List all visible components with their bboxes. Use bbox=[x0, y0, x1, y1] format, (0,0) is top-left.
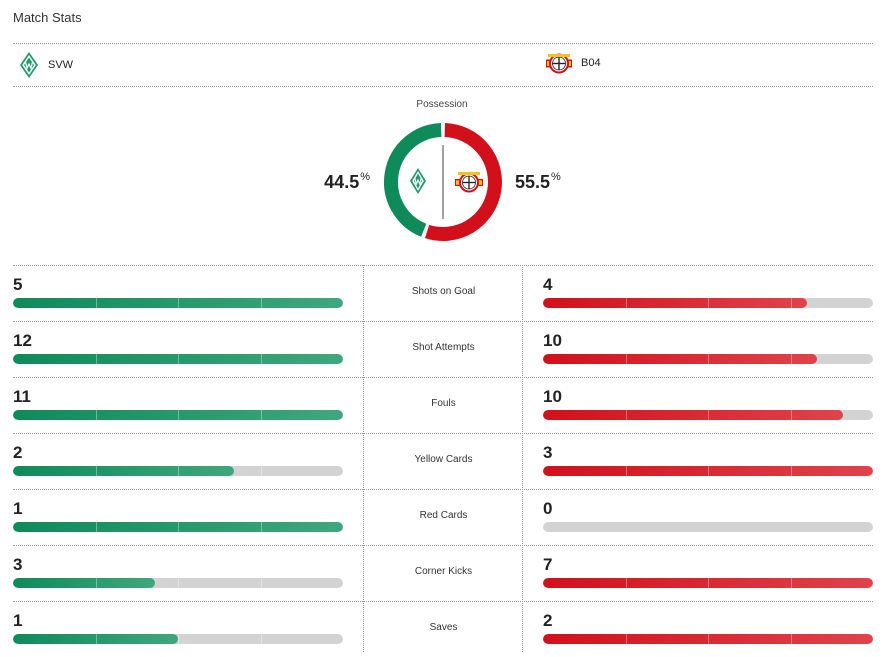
away-possession-arc bbox=[424, 123, 502, 241]
home-possession-arc bbox=[384, 123, 442, 237]
werder-bremen-crest-icon bbox=[410, 168, 426, 194]
home-team: SVW bbox=[19, 51, 73, 79]
home-stat-bar bbox=[13, 410, 343, 420]
stat-row: 1 Saves 2 bbox=[0, 601, 884, 657]
home-stat-bar-fill bbox=[13, 578, 262, 588]
home-stat-value: 2 bbox=[13, 443, 23, 462]
home-stat-bar-fill bbox=[13, 634, 262, 644]
away-stat-bar bbox=[543, 354, 873, 364]
divider bbox=[13, 377, 873, 378]
home-stat-value: 12 bbox=[13, 331, 32, 350]
stat-label: Yellow Cards bbox=[414, 454, 473, 465]
home-stat-bar bbox=[13, 298, 343, 308]
away-stat-value: 3 bbox=[543, 443, 553, 462]
away-stat-bar-fill bbox=[543, 634, 873, 644]
away-possession-value: 55.5% bbox=[515, 171, 561, 192]
stat-row: 3 Corner Kicks 7 bbox=[0, 545, 884, 601]
home-stat-bar-fill bbox=[13, 410, 343, 420]
stat-label: Red Cards bbox=[419, 510, 468, 521]
away-stat-bar bbox=[543, 578, 873, 588]
away-stat-value: 2 bbox=[543, 611, 553, 630]
stat-label: Corner Kicks bbox=[414, 566, 473, 577]
werder-bremen-crest-icon bbox=[20, 52, 38, 78]
away-stat-bar bbox=[543, 466, 873, 476]
away-stat-bar bbox=[543, 410, 873, 420]
page-title: Match Stats bbox=[13, 10, 82, 25]
home-stat-bar-fill bbox=[13, 298, 343, 308]
stat-row: 1 Red Cards 0 bbox=[0, 489, 884, 545]
divider bbox=[13, 489, 873, 490]
away-stat-value: 10 bbox=[543, 387, 562, 406]
stat-row: 12 Shot Attempts 10 bbox=[0, 321, 884, 377]
column-divider bbox=[363, 265, 364, 652]
home-team-abbr: SVW bbox=[48, 59, 74, 71]
home-stat-value: 5 bbox=[13, 275, 23, 294]
away-team-abbr: B04 bbox=[581, 57, 601, 69]
bayer-leverkusen-crest-icon bbox=[455, 172, 483, 193]
home-stat-bar bbox=[13, 354, 343, 364]
away-stat-value: 10 bbox=[543, 331, 562, 350]
home-stat-bar bbox=[13, 466, 343, 476]
home-possession-value: 44.5% bbox=[324, 171, 370, 192]
home-stat-value: 1 bbox=[13, 499, 23, 518]
bayer-leverkusen-crest-icon bbox=[546, 53, 572, 74]
possession-donut-chart bbox=[384, 123, 502, 241]
stat-row: 11 Fouls 10 bbox=[0, 377, 884, 433]
divider bbox=[13, 321, 873, 322]
home-stat-bar bbox=[13, 522, 343, 532]
away-stat-bar bbox=[543, 522, 873, 532]
home-stat-value: 3 bbox=[13, 555, 23, 574]
stat-label: Fouls bbox=[431, 398, 456, 409]
home-stat-bar bbox=[13, 578, 343, 588]
away-stat-bar-fill bbox=[543, 298, 807, 308]
away-stat-bar-fill bbox=[543, 410, 844, 420]
away-stat-value: 4 bbox=[543, 275, 553, 294]
home-stat-value: 11 bbox=[13, 387, 31, 406]
home-stat-bar-fill bbox=[13, 522, 343, 532]
home-stat-bar bbox=[13, 634, 343, 644]
possession-label: Possession bbox=[416, 99, 468, 110]
divider bbox=[13, 265, 873, 266]
column-divider bbox=[522, 265, 523, 652]
home-stat-bar-fill bbox=[13, 466, 262, 476]
away-stat-bar bbox=[543, 298, 873, 308]
stat-label: Shots on Goal bbox=[411, 286, 476, 297]
divider bbox=[13, 601, 873, 602]
away-stat-value: 0 bbox=[543, 499, 553, 518]
away-stat-bar-fill bbox=[543, 354, 817, 364]
divider bbox=[13, 86, 873, 87]
stat-row: 5 Shots on Goal 4 bbox=[0, 265, 884, 321]
away-stat-bar bbox=[543, 634, 873, 644]
home-stat-value: 1 bbox=[13, 611, 23, 630]
stat-row: 2 Yellow Cards 3 bbox=[0, 433, 884, 489]
divider bbox=[13, 43, 873, 44]
divider bbox=[13, 433, 873, 434]
away-stat-bar-fill bbox=[543, 578, 873, 588]
stat-label: Saves bbox=[429, 622, 458, 633]
stat-label: Shot Attempts bbox=[412, 342, 475, 353]
away-stat-value: 7 bbox=[543, 555, 553, 574]
divider bbox=[13, 545, 873, 546]
away-stat-bar-fill bbox=[543, 466, 873, 476]
home-stat-bar-fill bbox=[13, 354, 343, 364]
away-team: B04 bbox=[545, 51, 601, 75]
